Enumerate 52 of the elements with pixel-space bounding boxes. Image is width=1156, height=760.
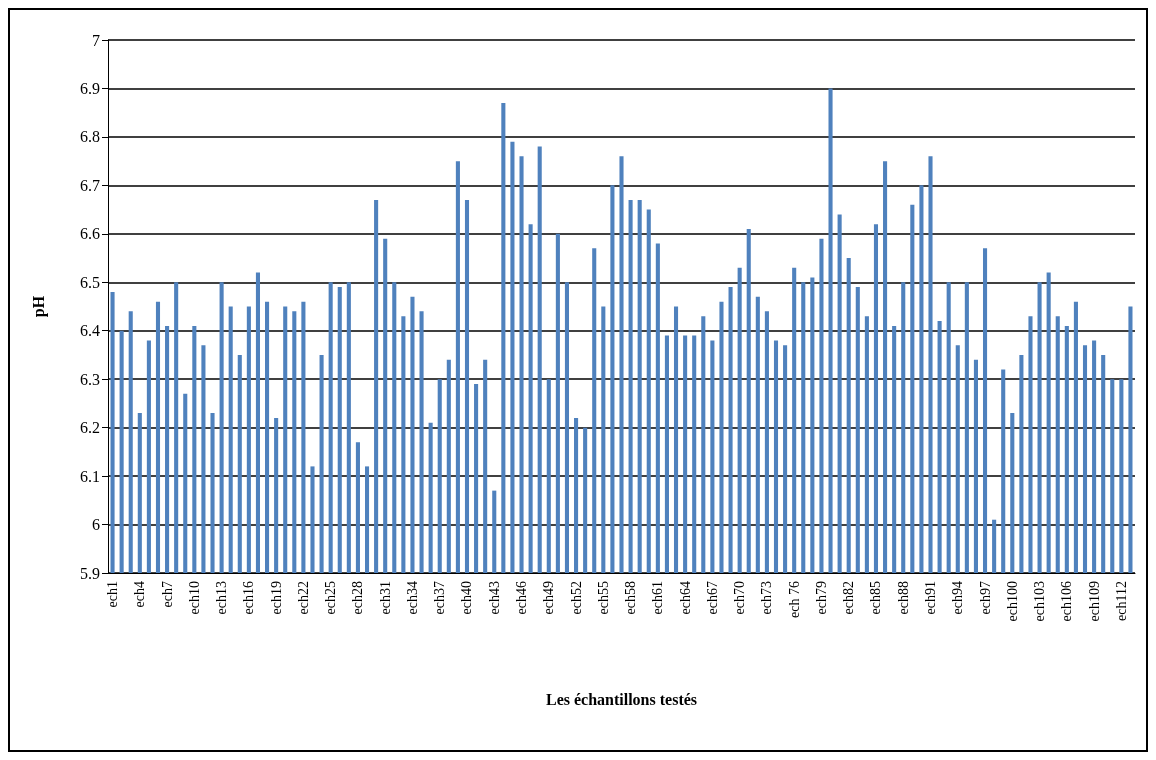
y-tick-label: 6.2 — [80, 419, 100, 437]
x-tick-label: ech31 — [377, 581, 393, 615]
x-tick-label: ech1 — [105, 581, 121, 608]
y-tick-label: 6.5 — [80, 273, 100, 291]
x-tick-label: ech85 — [868, 581, 884, 615]
x-tick-label: ech58 — [623, 581, 639, 615]
x-tick-label: ech64 — [677, 581, 693, 615]
x-tick-label: ech52 — [568, 581, 584, 615]
y-tick-label: 6.7 — [80, 176, 100, 194]
x-tick-label: ech16 — [241, 581, 257, 615]
y-tick-label: 7 — [92, 31, 100, 49]
x-tick-label: ech25 — [323, 581, 339, 615]
x-axis-title: Les échantillons testés — [545, 690, 698, 708]
x-tick-label: ech34 — [404, 581, 420, 615]
x-tick-label: ech 76 — [786, 581, 802, 618]
x-tick-label: ech43 — [486, 581, 502, 615]
x-tick-label: ech79 — [813, 581, 829, 615]
x-tick-label: ech13 — [214, 581, 230, 615]
x-tick-label: ech4 — [132, 581, 148, 608]
y-tick-label: 6.8 — [80, 128, 100, 146]
x-tick-label: ech10 — [186, 581, 202, 615]
y-tick-label: 5.9 — [80, 564, 100, 582]
x-tick-label: ech7 — [159, 581, 175, 608]
x-tick-label: ech55 — [595, 581, 611, 615]
x-tick-label: ech28 — [350, 581, 366, 615]
x-tick-label: ech49 — [541, 581, 557, 615]
x-tick-label: ech109 — [1086, 581, 1102, 622]
x-tick-label: ech67 — [704, 581, 720, 615]
x-tick-label: ech100 — [1004, 581, 1020, 622]
x-tick-label: ech22 — [295, 581, 311, 615]
y-tick-label: 6 — [92, 516, 100, 534]
x-tick-label: ech97 — [977, 581, 993, 615]
x-tick-label: ech70 — [732, 581, 748, 615]
x-tick-label: ech40 — [459, 581, 475, 615]
y-tick-label: 6.3 — [80, 370, 100, 388]
y-tick-label: 6.9 — [80, 79, 100, 97]
x-tick-label: ech37 — [432, 581, 448, 615]
y-tick-label: 6.6 — [80, 225, 100, 243]
x-tick-label: ech106 — [1059, 581, 1075, 622]
y-axis-title: pH — [29, 295, 48, 318]
x-tick-label: ech82 — [841, 581, 857, 615]
x-tick-label: ech112 — [1113, 581, 1129, 621]
x-tick-label: ech91 — [923, 581, 939, 615]
x-tick-label: ech103 — [1032, 581, 1048, 622]
y-tick-label: 6.1 — [80, 467, 100, 485]
x-tick-label: ech19 — [268, 581, 284, 615]
x-tick-label: ech61 — [650, 581, 666, 615]
x-tick-label: ech94 — [950, 581, 966, 615]
x-tick-label: ech46 — [514, 581, 530, 615]
x-tick-label: ech73 — [759, 581, 775, 615]
x-tick-label: ech88 — [895, 581, 911, 615]
y-tick-label: 6.4 — [80, 322, 100, 340]
